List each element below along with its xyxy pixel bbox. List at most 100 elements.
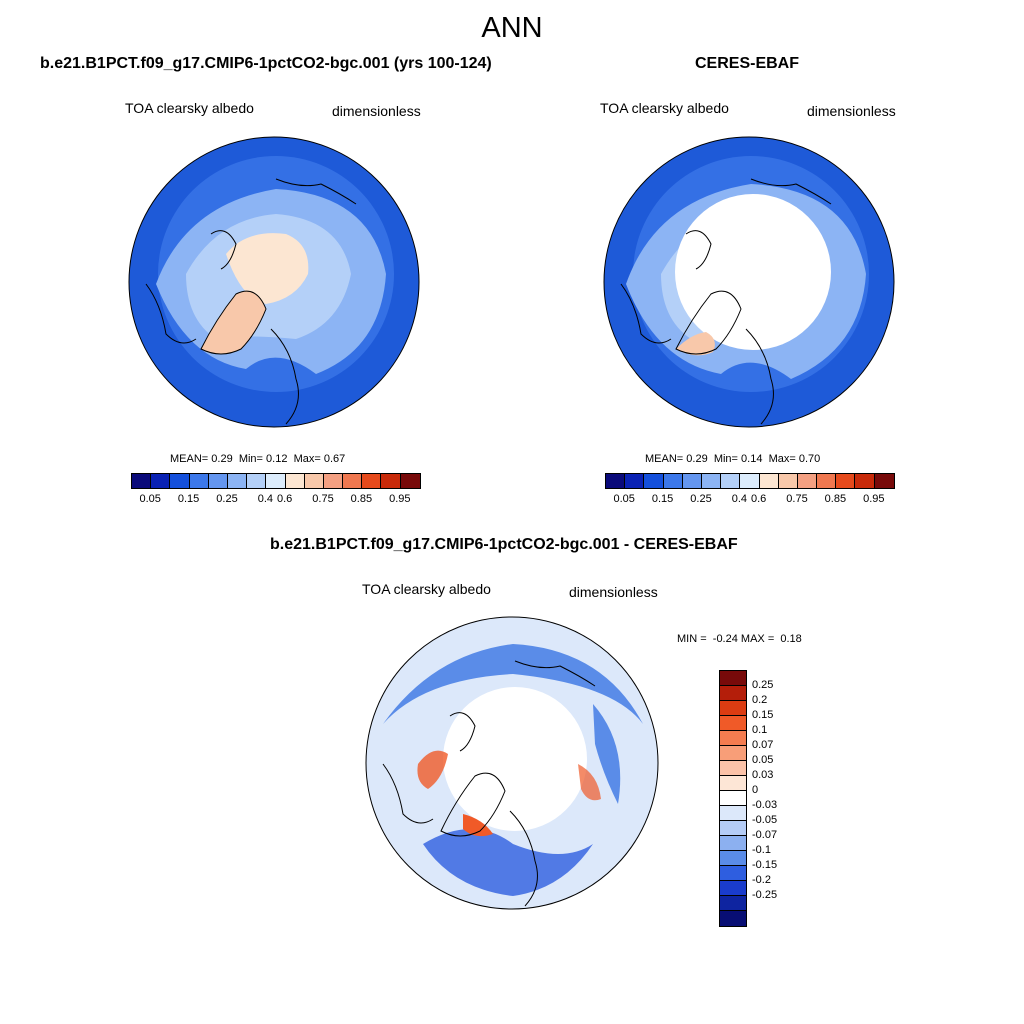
model-colorbar-tick-label: 0.75 [312,493,334,505]
diff-colorbar-swatch [720,716,746,731]
model-greenland-coast [200,290,267,355]
obs-colorbar-swatch [606,474,626,488]
obs-greenland-south [676,332,715,356]
obs-variable-label: TOA clearsky albedo [600,100,729,116]
model-colorbar-swatch [323,474,344,488]
diff-colorbar-tick-label: 0.07 [752,739,774,751]
diff-colorbar-swatch [720,866,746,881]
diff-blue-north [383,644,643,724]
diff-colorbar-swatch [720,761,746,776]
diff-colorbar-tick-label: -0.03 [752,799,778,811]
model-colorbar-labels: 0.05 0.15 0.25 0.4 0.6 0.75 0.85 0.95 [131,493,419,507]
diff-colorbar-tick-label: 0.03 [752,769,774,781]
obs-colorbar-swatch [644,474,664,488]
obs-colorbar-swatch [817,474,837,488]
obs-colorbar-tick-label: 0.25 [690,493,712,505]
model-colorbar-tick-label: 0.4 [257,493,274,505]
diff-stats: MIN = -0.24 MAX = 0.18 [677,633,802,645]
obs-colorbar-swatch [759,474,779,488]
obs-colorbar-swatch [721,474,741,488]
obs-colorbar-tick-label: 0.15 [651,493,674,505]
obs-colorbar-swatch [855,474,875,488]
diff-panel-title: b.e21.B1PCT.f09_g17.CMIP6-1pctCO2-bgc.00… [270,536,738,553]
diff-colorbar-tick-label: -0.07 [752,829,778,841]
diff-coastline [382,763,434,824]
diff-colorbar-swatch [720,791,746,806]
model-colorbar-tick-label: 0.25 [216,493,238,505]
diff-colorbar-swatch [720,896,746,911]
diff-blue-east [593,704,621,804]
model-colorbar-swatch [400,474,420,488]
obs-colorbar-swatch [740,474,760,488]
obs-colorbar-swatch [797,474,818,488]
diff-colorbar-swatch [720,731,746,746]
diff-red-greenland [463,814,493,837]
model-colorbar-tick-label: 0.6 [276,493,293,505]
obs-colorbar-tick-label: 0.6 [750,493,767,505]
obs-colorbar-labels: 0.05 0.15 0.25 0.4 0.6 0.75 0.85 0.95 [605,493,893,507]
obs-stats: MEAN= 0.29 Min= 0.14 Max= 0.70 [645,453,821,465]
diff-red-canada [417,750,448,789]
obs-colorbar-swatch [836,474,856,488]
diff-colorbar-swatch [720,881,746,896]
obs-colorbar-swatch [625,474,645,488]
obs-colorbar-swatch [682,474,702,488]
model-colorbar-swatch [151,474,171,488]
diff-colorbar-swatch [720,701,746,716]
obs-colorbar-swatch [701,474,722,488]
model-colorbar-swatch [381,474,401,488]
obs-colorbar-tick-label: 0.95 [863,493,885,505]
diff-units-label: dimensionless [569,584,658,600]
diff-colorbar-tick-label: 0.15 [752,709,774,721]
model-colorbar-swatch [285,474,305,488]
model-units-label: dimensionless [332,103,421,119]
model-colorbar-tick-label: 0.95 [389,493,411,505]
model-siberia-coast [275,178,357,205]
model-colorbar-tick-label: 0.85 [350,493,373,505]
model-colorbar-swatch [304,474,324,488]
model-colorbar-tick-label: 0.15 [177,493,200,505]
model-colorbar-swatch [266,474,286,488]
diff-colorbar-tick-label: 0.25 [752,679,774,691]
diff-colorbar-tick-label: -0.25 [752,889,778,901]
model-colorbar [131,473,421,489]
obs-coastline [620,283,672,344]
diff-blue-south [423,829,593,896]
diff-colorbar-swatch [720,836,746,851]
diff-colorbar-tick-label: -0.15 [752,859,778,871]
diff-colorbar-swatch [720,851,746,866]
diff-red-scandinavia [578,764,601,801]
diff-colorbar-tick-label: -0.1 [752,844,771,856]
model-panel-title: b.e21.B1PCT.f09_g17.CMIP6-1pctCO2-bgc.00… [40,55,492,72]
diff-colorbar-labels: 0.25 0.2 0.15 0.1 0.07 0.05 0.03 0 -0.03 -0.05 -0.… [752,670,812,910]
obs-colorbar-tick-label: 0.85 [824,493,847,505]
diff-colorbar-tick-label: 0.2 [752,694,768,706]
obs-colorbar-swatch [874,474,894,488]
model-colorbar-swatch [343,474,363,488]
model-coastline [145,283,197,344]
model-colorbar-swatch [247,474,267,488]
model-colorbar-swatch [362,474,382,488]
diff-variable-label: TOA clearsky albedo [362,581,491,597]
model-colorbar-swatch [189,474,209,488]
model-variable-label: TOA clearsky albedo [125,100,254,116]
model-colorbar-swatch [132,474,152,488]
obs-missing-data [675,194,831,350]
model-colorbar-swatch [170,474,190,488]
model-colorbar-swatch [227,474,248,488]
diff-colorbar [719,670,747,927]
diff-missing-data [443,687,587,831]
obs-colorbar-tick-label: 0.05 [613,493,635,505]
diff-colorbar-swatch [720,821,746,836]
obs-colorbar [605,473,895,489]
model-arctic-ice [226,233,309,304]
obs-units-label: dimensionless [807,103,896,119]
diff-colorbar-swatch [720,671,746,686]
obs-colorbar-swatch [663,474,683,488]
diff-colorbar-tick-label: 0.1 [752,724,768,736]
diff-colorbar-tick-label: -0.05 [752,814,778,826]
obs-panel-title: CERES-EBAF [695,55,800,72]
diff-colorbar-swatch [720,746,746,761]
diff-colorbar-swatch [720,911,746,926]
model-colorbar-tick-label: 0.05 [139,493,161,505]
